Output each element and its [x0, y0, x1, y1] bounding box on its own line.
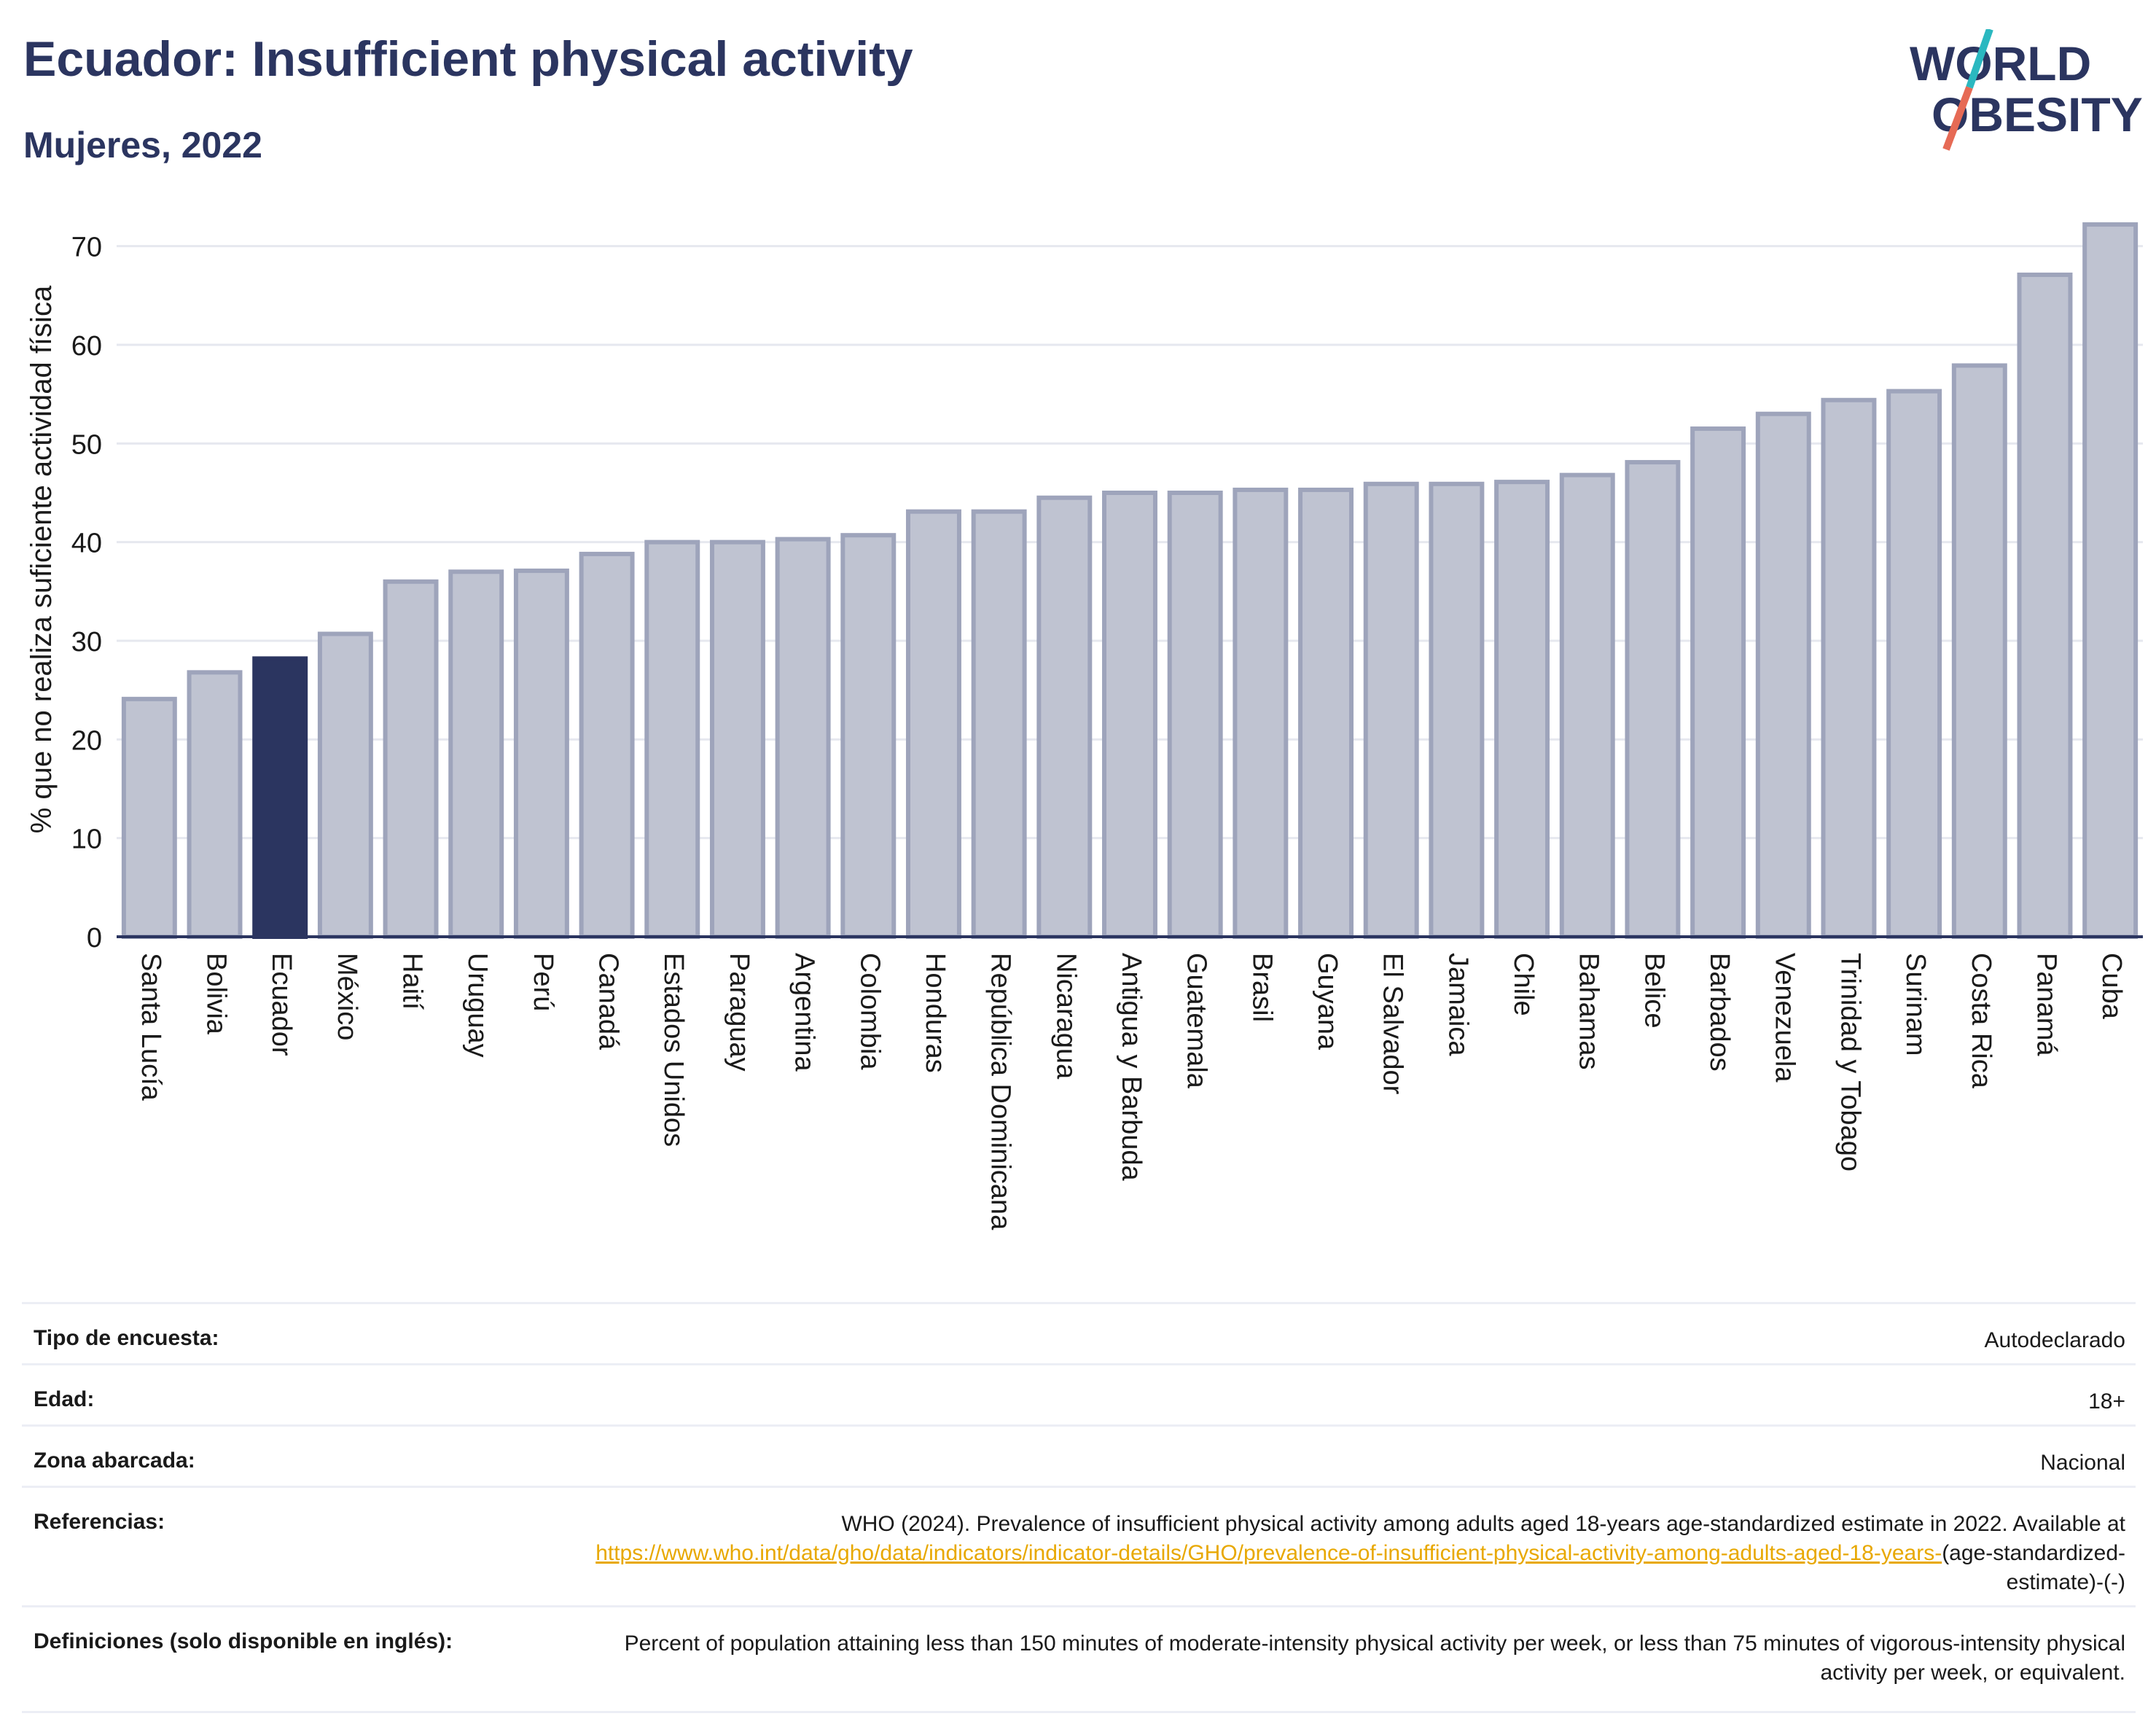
- meta-label: Definiciones (solo disponible en inglés)…: [34, 1629, 453, 1653]
- y-tick-label: 50: [71, 429, 102, 460]
- x-tick-label: Cuba: [2096, 953, 2127, 1020]
- bar-jamaica: [1429, 481, 1485, 939]
- bar-cuba: [2082, 222, 2139, 940]
- x-tick-label: Brasil: [1246, 953, 1277, 1022]
- x-tick-label: Guyana: [1312, 953, 1343, 1050]
- meta-row: Definiciones (solo disponible en inglés)…: [22, 1605, 2136, 1713]
- y-tick-label: 70: [71, 233, 102, 263]
- x-tick-label: Uruguay: [462, 953, 493, 1058]
- x-tick-label: Estados Unidos: [658, 953, 689, 1147]
- x-tick-label: Bahamas: [1574, 953, 1604, 1070]
- bar-chart: 0 10 20 30 40 50 60 70 Santa Lucía Bolivia Ecuado…: [26, 222, 2143, 1231]
- bar-colombia: [840, 533, 897, 939]
- bar-belice: [1625, 460, 1681, 939]
- x-tick-label: Trinidad y Tobago: [1835, 953, 1865, 1171]
- bars: [121, 222, 2139, 940]
- bar-chile: [1494, 480, 1550, 939]
- bar-el-salvador: [1363, 481, 1419, 939]
- page-title: Ecuador: Insufficient physical activity: [23, 31, 913, 87]
- x-tick-label: Chile: [1508, 953, 1539, 1016]
- reference-link[interactable]: https://www.who.int/data/gho/data/indica…: [595, 1541, 1942, 1565]
- x-tick-label: Honduras: [920, 953, 950, 1073]
- bar-méxico: [317, 631, 373, 939]
- bar-bahamas: [1559, 472, 1615, 939]
- x-tick-label: Surinam: [1900, 953, 1931, 1056]
- x-tick-label: Belice: [1639, 953, 1669, 1029]
- x-tick-label: Nicaragua: [1050, 953, 1081, 1080]
- bar-surinam: [1886, 389, 1942, 939]
- bar-honduras: [905, 509, 961, 940]
- x-tick-label: Costa Rica: [1966, 953, 1996, 1089]
- x-tick-label: Guatemala: [1181, 953, 1212, 1089]
- bar-barbados: [1690, 426, 1746, 939]
- logo-slash-coral: [1942, 86, 1973, 151]
- y-tick-label: 40: [71, 529, 102, 559]
- x-tick-label: Canadá: [593, 953, 624, 1050]
- meta-row: Tipo de encuesta: Autodeclarado: [22, 1302, 2136, 1363]
- meta-value: 18+: [2088, 1389, 2125, 1414]
- meta-value: Nacional: [2040, 1451, 2125, 1475]
- bar-nicaragua: [1036, 495, 1093, 939]
- x-tick-label: Antigua y Barbuda: [1116, 953, 1147, 1182]
- bar-canadá: [579, 551, 635, 939]
- meta-row: Zona abarcada: Nacional: [22, 1424, 2136, 1486]
- x-tick-label: Santa Lucía: [136, 953, 166, 1102]
- x-tick-label: Jamaica: [1442, 953, 1473, 1056]
- y-tick-label: 0: [87, 923, 102, 954]
- y-tick-label: 60: [71, 331, 102, 362]
- meta-label: Referencias:: [34, 1510, 165, 1534]
- x-tick-label: El Salvador: [1378, 953, 1408, 1095]
- bar-guatemala: [1167, 491, 1223, 939]
- bar-paraguay: [709, 539, 765, 939]
- metadata-table: Tipo de encuesta: Autodeclarado Edad: 18+ Zo…: [22, 1302, 2136, 1713]
- meta-label: Edad:: [34, 1387, 95, 1411]
- bar-panamá: [2017, 272, 2073, 939]
- meta-label: Zona abarcada:: [34, 1449, 195, 1473]
- world-obesity-logo: WORLD OBESITY: [1910, 29, 2143, 151]
- bar-brasil: [1233, 487, 1289, 939]
- y-tick-label: 10: [71, 824, 102, 855]
- bar-venezuela: [1755, 411, 1811, 939]
- logo-line1: WORLD: [1910, 36, 2091, 90]
- x-tick-label: Paraguay: [724, 953, 754, 1072]
- meta-row: Referencias: WHO (2024). Prevalence of in…: [22, 1486, 2136, 1605]
- bar-argentina: [775, 537, 831, 939]
- bar-haití: [383, 579, 439, 939]
- bar-trinidad-y-tobago: [1821, 397, 1877, 939]
- meta-value: Percent of population attaining less tha…: [624, 1631, 2125, 1685]
- x-tick-label: Bolivia: [200, 953, 231, 1035]
- reference-link-suffix: (age-standardized-estimate)-(-): [1942, 1541, 2125, 1594]
- x-tick-label: República Dominicana: [985, 953, 1016, 1231]
- x-axis-ticks: Santa Lucía Bolivia Ecuador México Haití Urug…: [136, 953, 2127, 1231]
- bar-perú: [513, 568, 569, 939]
- meta-label: Tipo de encuesta:: [34, 1326, 219, 1350]
- x-tick-label: Perú: [528, 953, 558, 1011]
- bar-antigua-y-barbuda: [1102, 491, 1157, 939]
- bar-estados-unidos: [644, 539, 700, 939]
- y-axis-ticks: 0 10 20 30 40 50 60 70: [71, 233, 102, 954]
- x-tick-label: Panamá: [2031, 953, 2061, 1056]
- bar-bolivia: [187, 670, 243, 939]
- x-tick-label: Argentina: [789, 953, 820, 1072]
- x-tick-label: Ecuador: [266, 953, 297, 1056]
- logo-slash-teal: [1966, 29, 1993, 89]
- bar-uruguay: [448, 569, 504, 939]
- bar-ecuador: [252, 656, 308, 939]
- y-tick-label: 30: [71, 627, 102, 658]
- x-tick-label: Haití: [397, 953, 428, 1010]
- y-axis-label: % que no realiza suficiente actividad fí…: [26, 285, 58, 833]
- bar-santa-lucía: [121, 696, 177, 939]
- meta-value: Autodeclarado: [1984, 1328, 2125, 1352]
- page-subtitle: Mujeres, 2022: [23, 125, 262, 165]
- meta-value: WHO (2024). Prevalence of insufficient p…: [595, 1512, 2125, 1594]
- x-tick-label: Venezuela: [1770, 953, 1800, 1083]
- x-tick-label: Colombia: [854, 953, 885, 1070]
- bar-guyana: [1298, 487, 1354, 939]
- y-tick-label: 20: [71, 725, 102, 756]
- bar-república-dominicana: [971, 509, 1027, 940]
- x-tick-label: Barbados: [1704, 953, 1735, 1072]
- meta-row: Edad: 18+: [22, 1363, 2136, 1424]
- bar-costa-rica: [1951, 363, 2007, 940]
- x-tick-label: México: [332, 953, 362, 1040]
